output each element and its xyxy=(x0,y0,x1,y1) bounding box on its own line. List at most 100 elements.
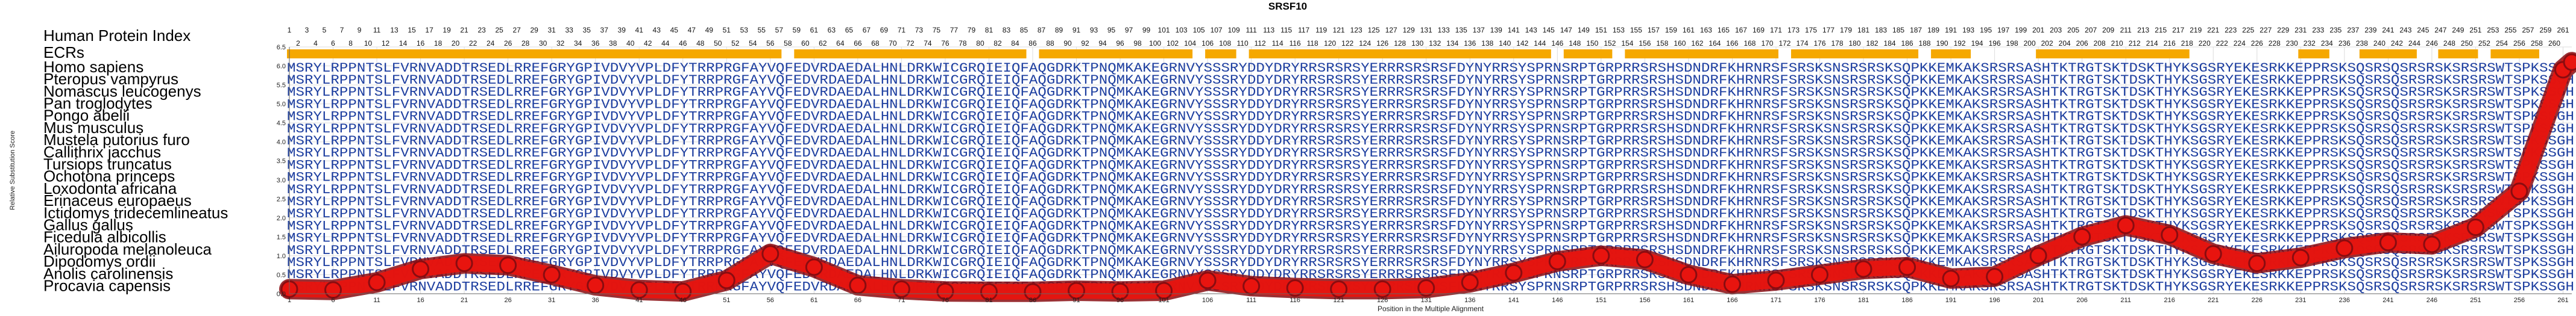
species-sequence: MSRYLRPPNTSLFVRNVADDTRSEDLRREFGRYGPIVDVY… xyxy=(287,61,2574,76)
series-point xyxy=(1986,268,2004,286)
position-number: 228 xyxy=(2269,39,2281,48)
x-tick-label: 206 xyxy=(2076,297,2087,304)
series-point xyxy=(2423,235,2441,253)
position-number: 218 xyxy=(2181,39,2193,48)
row-labels: Human Protein Index ECRs Homo sapiensPte… xyxy=(43,26,228,294)
position-number: 121 xyxy=(1333,26,1345,34)
position-number: 104 xyxy=(1184,39,1196,48)
ecr-bar xyxy=(2438,49,2478,58)
position-number: 79 xyxy=(968,26,976,34)
species-label: Ficedula albicollis xyxy=(43,228,166,246)
series-point xyxy=(761,245,779,263)
y-tick-label: 0.0 xyxy=(277,291,286,298)
species-sequence: MSRYLRPPNTSLFVRNVADDTRSEDLRREFGRYGPIVDVY… xyxy=(287,134,2574,149)
species-label: Ictidomys tridecemlineatus xyxy=(43,203,228,222)
species-sequence: MSRYLRPPNTSLFVRNVADDTRSEDLRREFGRYGPIVDVY… xyxy=(287,194,2574,209)
position-number: 156 xyxy=(1639,39,1651,48)
position-number: 50 xyxy=(714,39,722,48)
position-number: 150 xyxy=(1586,39,1598,48)
position-number: 148 xyxy=(1569,39,1581,48)
chart-title: SRSF10 xyxy=(1268,1,1307,12)
position-number: 58 xyxy=(784,39,792,48)
position-number: 57 xyxy=(775,26,784,34)
x-tick-label: 181 xyxy=(1858,297,1869,304)
position-number: 111 xyxy=(1246,26,1258,34)
position-number: 216 xyxy=(2164,39,2176,48)
position-number: 182 xyxy=(1866,39,1878,48)
position-number: 202 xyxy=(2041,39,2053,48)
position-number: 144 xyxy=(1534,39,1546,48)
series-point xyxy=(1242,277,1261,295)
ecr-bar xyxy=(1625,49,1778,58)
position-number: 234 xyxy=(2321,39,2333,48)
y-tick-label: 0.5 xyxy=(277,271,286,279)
position-number: 95 xyxy=(1107,26,1116,34)
position-number: 203 xyxy=(2050,26,2062,34)
x-tick-label: 6 xyxy=(331,297,335,304)
position-number: 52 xyxy=(731,39,740,48)
series-point xyxy=(805,258,823,276)
ecr-bar xyxy=(287,49,782,58)
position-number: 237 xyxy=(2347,26,2359,34)
species-sequence: MSRYLRPPNTSLFVRNVADDTRSEDLRREFGRYGPIVDVY… xyxy=(287,170,2574,185)
ecr-bar xyxy=(2298,49,2329,58)
position-number: 89 xyxy=(1055,26,1063,34)
position-number: 29 xyxy=(530,26,538,34)
position-number: 51 xyxy=(723,26,731,34)
position-number: 130 xyxy=(1411,39,1423,48)
position-number: 34 xyxy=(574,39,582,48)
position-number: 250 xyxy=(2461,39,2473,48)
series-point xyxy=(1461,273,1479,291)
series-point xyxy=(1155,282,1173,300)
position-number: 171 xyxy=(1770,26,1782,34)
position-number: 38 xyxy=(609,39,617,48)
x-tick-label: 46 xyxy=(679,297,687,304)
position-number: 87 xyxy=(1038,26,1046,34)
position-number: 116 xyxy=(1290,39,1301,48)
position-number: 5 xyxy=(323,26,327,34)
x-tick-label: 26 xyxy=(505,297,512,304)
series-point xyxy=(936,282,954,300)
position-number: 242 xyxy=(2391,39,2403,48)
x-tick-label: 76 xyxy=(942,297,949,304)
position-number: 53 xyxy=(740,26,749,34)
position-number: 170 xyxy=(1761,39,1773,48)
species-label: Ailuropoda melanoleuca xyxy=(43,240,212,258)
position-number: 125 xyxy=(1368,26,1380,34)
series-point xyxy=(2029,247,2047,265)
position-number: 20 xyxy=(452,39,460,48)
species-sequence: MSRYLRPPNTSLFVRNVADDTRSEDLRREFGRYGPIVDVY… xyxy=(287,206,2574,222)
position-number: 66 xyxy=(854,39,862,48)
series-point xyxy=(2291,249,2310,267)
ecr-bar xyxy=(1039,49,1193,58)
position-number: 137 xyxy=(1473,26,1485,34)
y-tick-label: 2.0 xyxy=(277,215,286,222)
species-sequence: MSRYLRPPNTSLFVRNVADDTRSEDLRREFGRYGPIVDVY… xyxy=(287,218,2574,234)
position-number: 108 xyxy=(1219,39,1231,48)
x-tick-label: 11 xyxy=(373,297,380,304)
position-number: 41 xyxy=(635,26,644,34)
position-number: 175 xyxy=(1805,26,1817,34)
position-number: 167 xyxy=(1735,26,1747,34)
position-number: 98 xyxy=(1133,39,1142,48)
position-number: 13 xyxy=(390,26,398,34)
series-point xyxy=(368,273,386,291)
position-number: 245 xyxy=(2417,26,2429,34)
position-number: 80 xyxy=(976,39,984,48)
position-number: 54 xyxy=(749,39,757,48)
x-tick-label: 51 xyxy=(723,297,730,304)
x-tick-label: 226 xyxy=(2252,297,2263,304)
position-number: 126 xyxy=(1376,39,1388,48)
ecr-bar xyxy=(794,49,1027,58)
substitution-score-series xyxy=(279,52,2576,302)
y-tick-label: 5.5 xyxy=(277,82,286,89)
position-number: 239 xyxy=(2364,26,2376,34)
position-number: 224 xyxy=(2234,39,2246,48)
series-point xyxy=(630,281,648,299)
position-number: 21 xyxy=(460,26,468,34)
x-tick-label: 91 xyxy=(1072,297,1080,304)
x-tick-label: 241 xyxy=(2382,297,2393,304)
position-number: 205 xyxy=(2067,26,2079,34)
position-number: 186 xyxy=(1901,39,1913,48)
